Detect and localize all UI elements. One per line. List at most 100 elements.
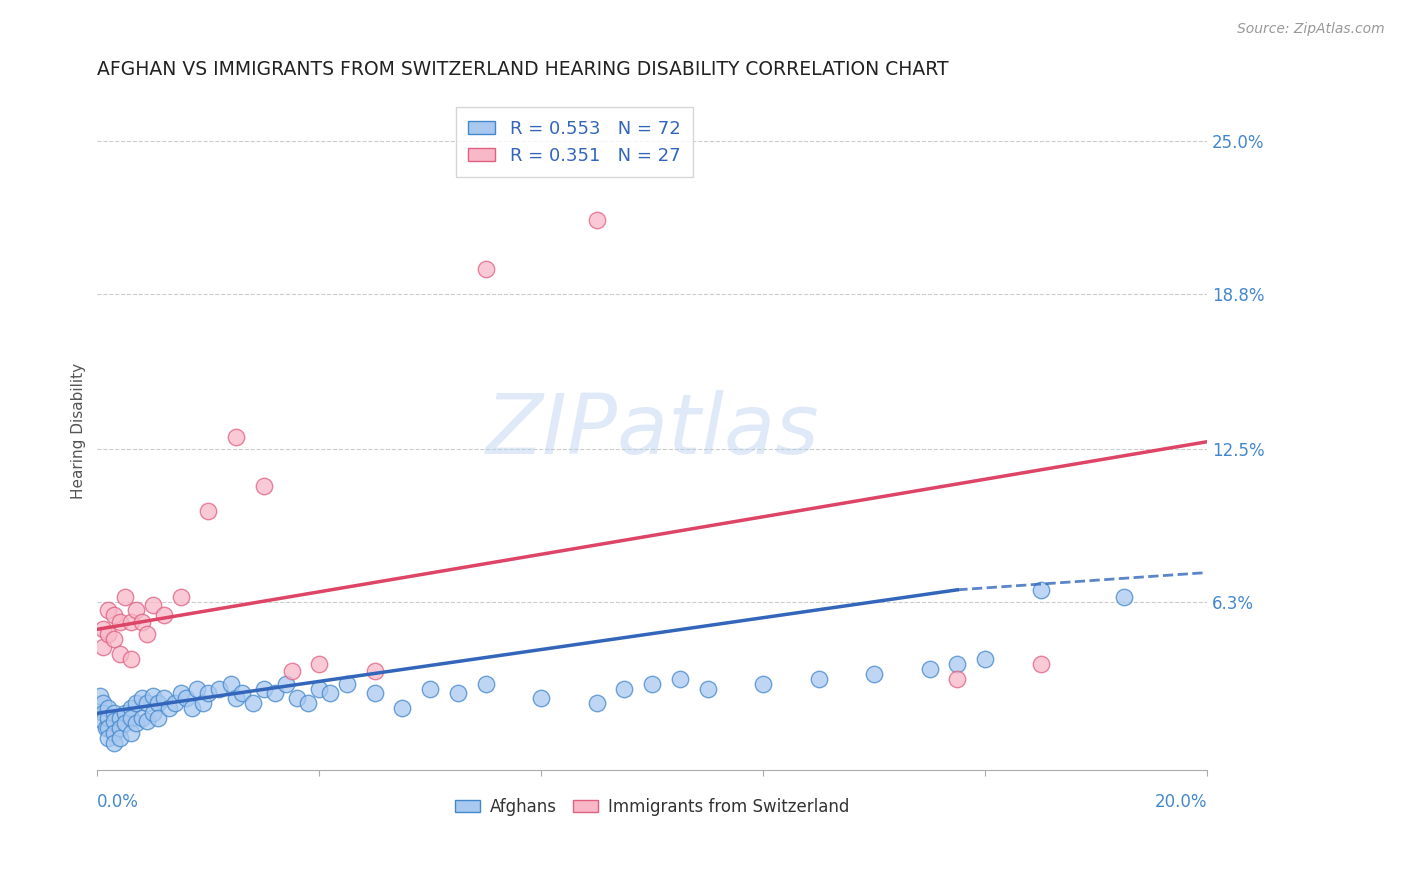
Text: 20.0%: 20.0%: [1154, 793, 1206, 812]
Text: AFGHAN VS IMMIGRANTS FROM SWITZERLAND HEARING DISABILITY CORRELATION CHART: AFGHAN VS IMMIGRANTS FROM SWITZERLAND HE…: [97, 60, 949, 78]
Point: [1029, 657, 1052, 671]
Point: [103, 726, 125, 740]
Point: [696, 681, 718, 696]
Point: [103, 736, 125, 750]
Point: [280, 665, 302, 679]
Point: [159, 701, 181, 715]
Point: [186, 681, 208, 696]
Point: [191, 697, 214, 711]
Point: [308, 681, 330, 696]
Point: [297, 697, 319, 711]
Point: [91, 714, 114, 728]
Point: [103, 714, 125, 728]
Point: [474, 676, 496, 690]
Point: [253, 681, 276, 696]
Point: [114, 591, 136, 605]
Point: [120, 726, 142, 740]
Point: [918, 662, 941, 676]
Point: [103, 632, 125, 647]
Point: [108, 731, 131, 745]
Point: [120, 701, 142, 715]
Point: [120, 615, 142, 629]
Point: [91, 697, 114, 711]
Point: [364, 686, 387, 700]
Point: [169, 686, 191, 700]
Point: [180, 701, 202, 715]
Point: [447, 686, 470, 700]
Point: [97, 602, 120, 616]
Point: [242, 697, 264, 711]
Point: [114, 716, 136, 731]
Point: [946, 672, 969, 686]
Point: [863, 666, 886, 681]
Point: [225, 430, 247, 444]
Point: [108, 615, 131, 629]
Point: [474, 262, 496, 277]
Point: [530, 691, 553, 706]
Text: 0.0%: 0.0%: [97, 793, 139, 812]
Point: [97, 711, 120, 725]
Point: [1029, 582, 1052, 597]
Point: [91, 623, 114, 637]
Point: [308, 657, 330, 671]
Point: [391, 701, 413, 715]
Point: [97, 627, 120, 641]
Point: [285, 691, 308, 706]
Point: [364, 665, 387, 679]
Point: [231, 686, 253, 700]
Point: [120, 652, 142, 666]
Point: [613, 681, 636, 696]
Point: [103, 607, 125, 622]
Point: [108, 721, 131, 735]
Point: [208, 681, 231, 696]
Point: [585, 697, 607, 711]
Point: [752, 676, 775, 690]
Point: [131, 615, 153, 629]
Point: [153, 691, 176, 706]
Point: [946, 657, 969, 671]
Point: [97, 721, 120, 735]
Point: [419, 681, 441, 696]
Point: [197, 504, 219, 518]
Point: [131, 711, 153, 725]
Point: [142, 706, 165, 721]
Point: [91, 706, 114, 721]
Point: [669, 672, 692, 686]
Point: [148, 697, 170, 711]
Point: [174, 691, 197, 706]
Point: [153, 607, 176, 622]
Y-axis label: Hearing Disability: Hearing Disability: [72, 362, 86, 499]
Point: [585, 212, 607, 227]
Point: [136, 697, 159, 711]
Point: [89, 689, 111, 703]
Point: [264, 686, 287, 700]
Point: [131, 691, 153, 706]
Text: ZIPatlas: ZIPatlas: [485, 390, 818, 471]
Point: [142, 598, 165, 612]
Text: Source: ZipAtlas.com: Source: ZipAtlas.com: [1237, 22, 1385, 37]
Point: [225, 691, 247, 706]
Point: [142, 689, 165, 703]
Point: [1112, 591, 1135, 605]
Point: [148, 711, 170, 725]
Point: [219, 676, 242, 690]
Legend: Afghans, Immigrants from Switzerland: Afghans, Immigrants from Switzerland: [449, 791, 856, 822]
Point: [163, 697, 186, 711]
Point: [91, 640, 114, 654]
Point: [319, 686, 342, 700]
Point: [125, 716, 148, 731]
Point: [97, 701, 120, 715]
Point: [94, 721, 117, 735]
Point: [974, 652, 997, 666]
Point: [274, 676, 297, 690]
Point: [169, 591, 191, 605]
Point: [336, 676, 359, 690]
Point: [136, 714, 159, 728]
Point: [253, 479, 276, 493]
Point: [807, 672, 830, 686]
Point: [125, 602, 148, 616]
Point: [120, 711, 142, 725]
Point: [136, 627, 159, 641]
Point: [197, 686, 219, 700]
Point: [97, 731, 120, 745]
